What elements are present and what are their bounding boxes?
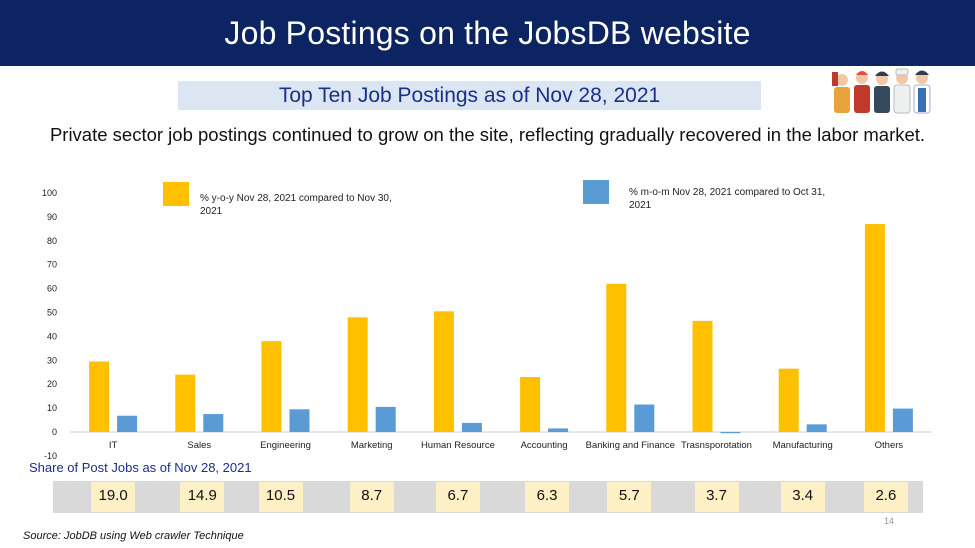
x-category-label: Trasnsporotation [681,440,752,451]
y-tick-label: 100 [42,188,57,198]
page-header: Job Postings on the JobsDB website [0,0,975,66]
legend-label-mom: % m-o-m Nov 28, 2021 compared to Oct 31,… [629,187,826,211]
x-category-label: Banking and Finance [586,440,675,451]
share-title: Share of Post Jobs as of Nov 28, 2021 [29,460,252,475]
share-value: 5.7 [607,482,652,512]
legend-swatch-mom [583,180,609,204]
y-tick-label: 20 [47,379,57,389]
y-tick-label: 50 [47,308,57,318]
page-title: Job Postings on the JobsDB website [224,14,751,51]
x-category-label: Manufacturing [773,440,833,451]
description: Private sector job postings continued to… [49,124,926,145]
share-value: 6.3 [525,482,570,512]
y-tick-label: 40 [47,331,57,341]
share-value: 3.7 [694,482,739,512]
y-tick-label: 80 [47,236,57,246]
source-note: Source: JobDB using Web crawler Techniqu… [23,530,244,542]
y-tick-label: 0 [52,427,57,437]
bar-mom [892,408,913,432]
y-tick-label: 90 [47,212,57,222]
bar-mom [720,432,741,434]
bar-yoy [175,374,196,432]
x-category-label: Human Resource [421,440,495,451]
y-tick-label: 70 [47,260,57,270]
legend-swatch-yoy [163,182,189,206]
x-category-label: Sales [187,440,211,451]
bar-yoy [606,283,627,432]
bar-mom [461,422,482,432]
y-tick-label: 60 [47,284,57,294]
x-category-label: Marketing [351,440,393,451]
share-value: 8.7 [349,482,394,512]
share-value: 6.7 [435,482,480,512]
x-category-label: Engineering [260,440,311,451]
x-category-label: Others [875,440,904,451]
y-tick-label: -10 [44,451,57,460]
share-value: 2.6 [863,482,908,512]
bar-yoy [347,317,368,432]
bar-mom [806,424,827,432]
x-category-label: Accounting [521,440,568,451]
bar-mom [548,428,569,432]
share-value: 19.0 [91,482,136,512]
share-value: 10.5 [258,482,303,512]
bar-yoy [520,377,541,432]
x-category-label: IT [109,440,118,451]
bar-mom [634,404,655,432]
bar-mom [203,414,224,432]
bar-mom [289,409,310,432]
y-tick-label: 10 [47,403,57,413]
bar-mom [375,406,396,432]
page-number: 14 [884,516,895,526]
share-value: 3.4 [780,482,825,512]
bar-yoy [261,341,282,432]
bar-yoy [778,368,799,432]
bar-yoy [89,361,110,432]
y-tick-label: 30 [47,355,57,365]
bar-yoy [433,311,454,432]
subtitle: Top Ten Job Postings as of Nov 28, 2021 [278,83,661,107]
workers-illustration-icon [832,68,931,114]
legend-label-yoy: % y-o-y Nov 28, 2021 compared to Nov 30,… [200,193,392,217]
bar-yoy [864,224,885,432]
share-value: 14.9 [180,482,225,512]
subtitle-box: Top Ten Job Postings as of Nov 28, 2021 [178,81,761,110]
bar-mom [117,415,138,432]
bar-yoy [692,320,713,432]
